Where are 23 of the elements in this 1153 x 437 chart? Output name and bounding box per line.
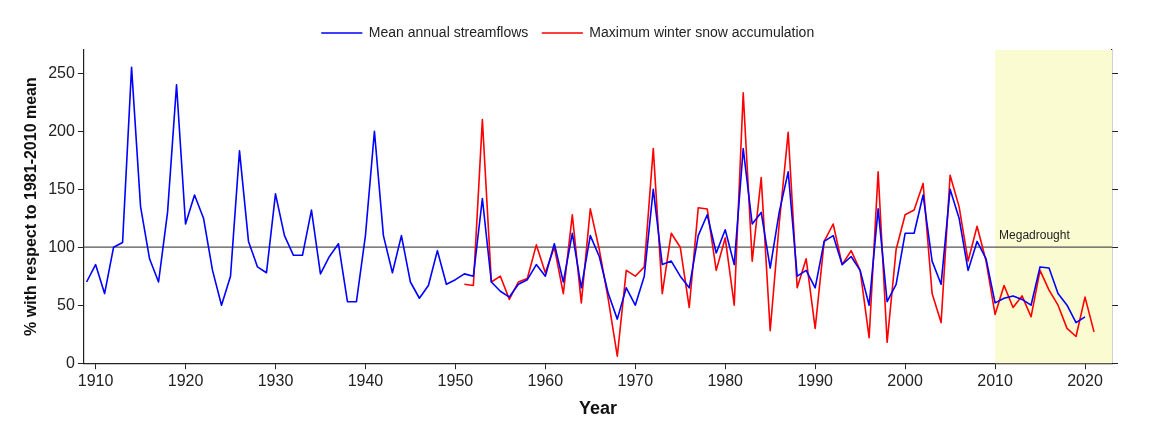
y-tick-label: 250	[48, 63, 75, 81]
x-tick-label: 2020	[1067, 372, 1103, 390]
legend-label: Maximum winter snow accumulation	[589, 23, 815, 40]
x-tick-label: 2010	[977, 372, 1013, 390]
x-tick-label: 2000	[887, 372, 924, 390]
x-tick-label: 1970	[617, 372, 654, 390]
y-tick-label: 150	[48, 179, 75, 197]
band-label: Megadrought	[999, 227, 1071, 242]
x-tick-label: 1920	[167, 372, 204, 390]
y-tick-label: 0	[65, 353, 75, 371]
x-axis-title: Year	[578, 398, 617, 419]
x-tick-label: 1940	[347, 372, 384, 390]
x-tick-label: 1960	[527, 372, 564, 390]
y-tick-label: 200	[48, 121, 75, 139]
x-tick-label: 1910	[77, 372, 114, 390]
x-tick-label: 1980	[707, 372, 744, 390]
x-tick-label: 1930	[257, 372, 294, 390]
legend-label: Mean annual streamflows	[368, 23, 529, 40]
y-tick-label: 50	[57, 295, 75, 313]
y-axis-title: % with respect to 1981-2010 mean	[22, 77, 40, 336]
x-tick-label: 1990	[797, 372, 834, 390]
y-tick-label: 100	[48, 237, 75, 255]
x-tick-label: 1950	[437, 372, 474, 390]
